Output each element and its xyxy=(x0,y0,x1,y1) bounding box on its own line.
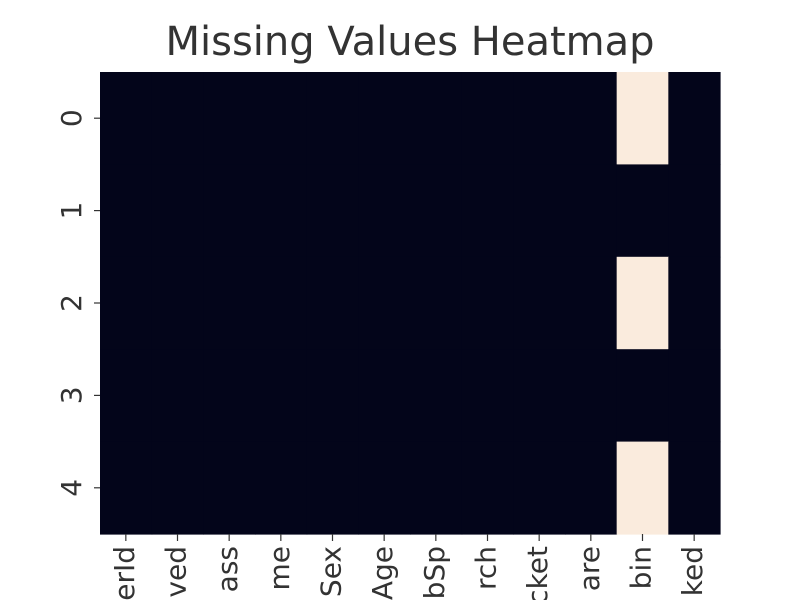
heatmap-cell xyxy=(461,441,514,535)
heatmap-cell xyxy=(306,349,359,443)
y-tick-label: 3 xyxy=(55,386,88,404)
x-tick-label: cket xyxy=(521,546,554,600)
y-tick-label: 1 xyxy=(55,202,88,220)
heatmap-cell xyxy=(565,256,618,350)
chart-title: Missing Values Heatmap xyxy=(165,19,654,65)
heatmap-cell xyxy=(151,349,204,443)
x-tick-label: Age xyxy=(366,546,399,600)
heatmap-cell xyxy=(358,441,411,535)
heatmap-cell xyxy=(461,256,514,350)
heatmap-cell xyxy=(203,164,256,258)
heatmap-cell xyxy=(668,256,721,350)
x-tick-label: bin xyxy=(625,546,658,589)
heatmap-cell xyxy=(255,441,308,535)
heatmap-cell xyxy=(151,164,204,258)
heatmap-cell xyxy=(410,256,463,350)
heatmap-cell xyxy=(616,164,669,258)
heatmap-cell xyxy=(151,72,204,165)
x-tick-label: Sex xyxy=(315,546,348,597)
heatmap-cell xyxy=(203,72,256,165)
heatmap-cell xyxy=(513,441,566,535)
y-tick-label: 0 xyxy=(55,109,88,127)
heatmap-cell xyxy=(203,441,256,535)
heatmap-cell xyxy=(306,72,359,165)
heatmap-cell xyxy=(410,441,463,535)
heatmap-cell xyxy=(358,256,411,350)
heatmap-cell xyxy=(565,349,618,443)
heatmap-cell xyxy=(461,349,514,443)
x-tick-label: ked xyxy=(676,546,709,596)
heatmap-cell xyxy=(100,164,153,258)
heatmap-cell xyxy=(513,256,566,350)
heatmap-cell xyxy=(306,164,359,258)
y-tick-label: 2 xyxy=(55,294,88,312)
heatmap-cell xyxy=(513,164,566,258)
x-tick-label: are xyxy=(573,546,606,591)
x-tick-label: erId xyxy=(108,546,141,600)
x-tick-label: me xyxy=(263,546,296,591)
x-axis: erId ved ass me Sex Age bSp rch cket are bin ked xyxy=(108,534,709,600)
heatmap-cell xyxy=(565,441,618,535)
y-tick-label: 4 xyxy=(55,479,88,497)
heatmap-cell xyxy=(100,441,153,535)
heatmap-cell xyxy=(306,256,359,350)
heatmap-cell xyxy=(255,164,308,258)
heatmap-cell xyxy=(616,72,669,165)
heatmap-cell xyxy=(668,164,721,258)
x-tick-label: bSp xyxy=(418,546,451,599)
heatmap-cell xyxy=(100,72,153,165)
heatmap-cell xyxy=(203,256,256,350)
heatmap-cell xyxy=(358,72,411,165)
heatmap-cell xyxy=(255,256,308,350)
x-tick-label: ass xyxy=(211,546,244,592)
heatmap-cell xyxy=(410,349,463,443)
heatmap-cell xyxy=(513,72,566,165)
heatmap-cell xyxy=(358,164,411,258)
heatmap-cells xyxy=(100,72,721,535)
heatmap-cell xyxy=(668,441,721,535)
y-axis: 0 1 2 3 4 xyxy=(55,109,100,497)
heatmap-cell xyxy=(461,72,514,165)
heatmap-cell xyxy=(616,349,669,443)
heatmap-cell xyxy=(151,441,204,535)
heatmap-cell xyxy=(203,349,256,443)
heatmap-cell xyxy=(616,256,669,350)
heatmap-cell xyxy=(513,349,566,443)
heatmap-cell xyxy=(668,349,721,443)
heatmap-cell xyxy=(306,441,359,535)
heatmap-cell xyxy=(565,164,618,258)
heatmap-cell xyxy=(151,256,204,350)
heatmap-cell xyxy=(255,349,308,443)
heatmap-cell xyxy=(255,72,308,165)
heatmap-cell xyxy=(100,256,153,350)
heatmap-cell xyxy=(358,349,411,443)
heatmap-cell xyxy=(410,72,463,165)
x-tick-label: rch xyxy=(470,546,503,590)
heatmap-cell xyxy=(565,72,618,165)
heatmap-cell xyxy=(100,349,153,443)
heatmap-cell xyxy=(410,164,463,258)
heatmap-cell xyxy=(668,72,721,165)
heatmap-cell xyxy=(616,441,669,535)
x-tick-label: ved xyxy=(160,546,193,598)
heatmap-cell xyxy=(461,164,514,258)
